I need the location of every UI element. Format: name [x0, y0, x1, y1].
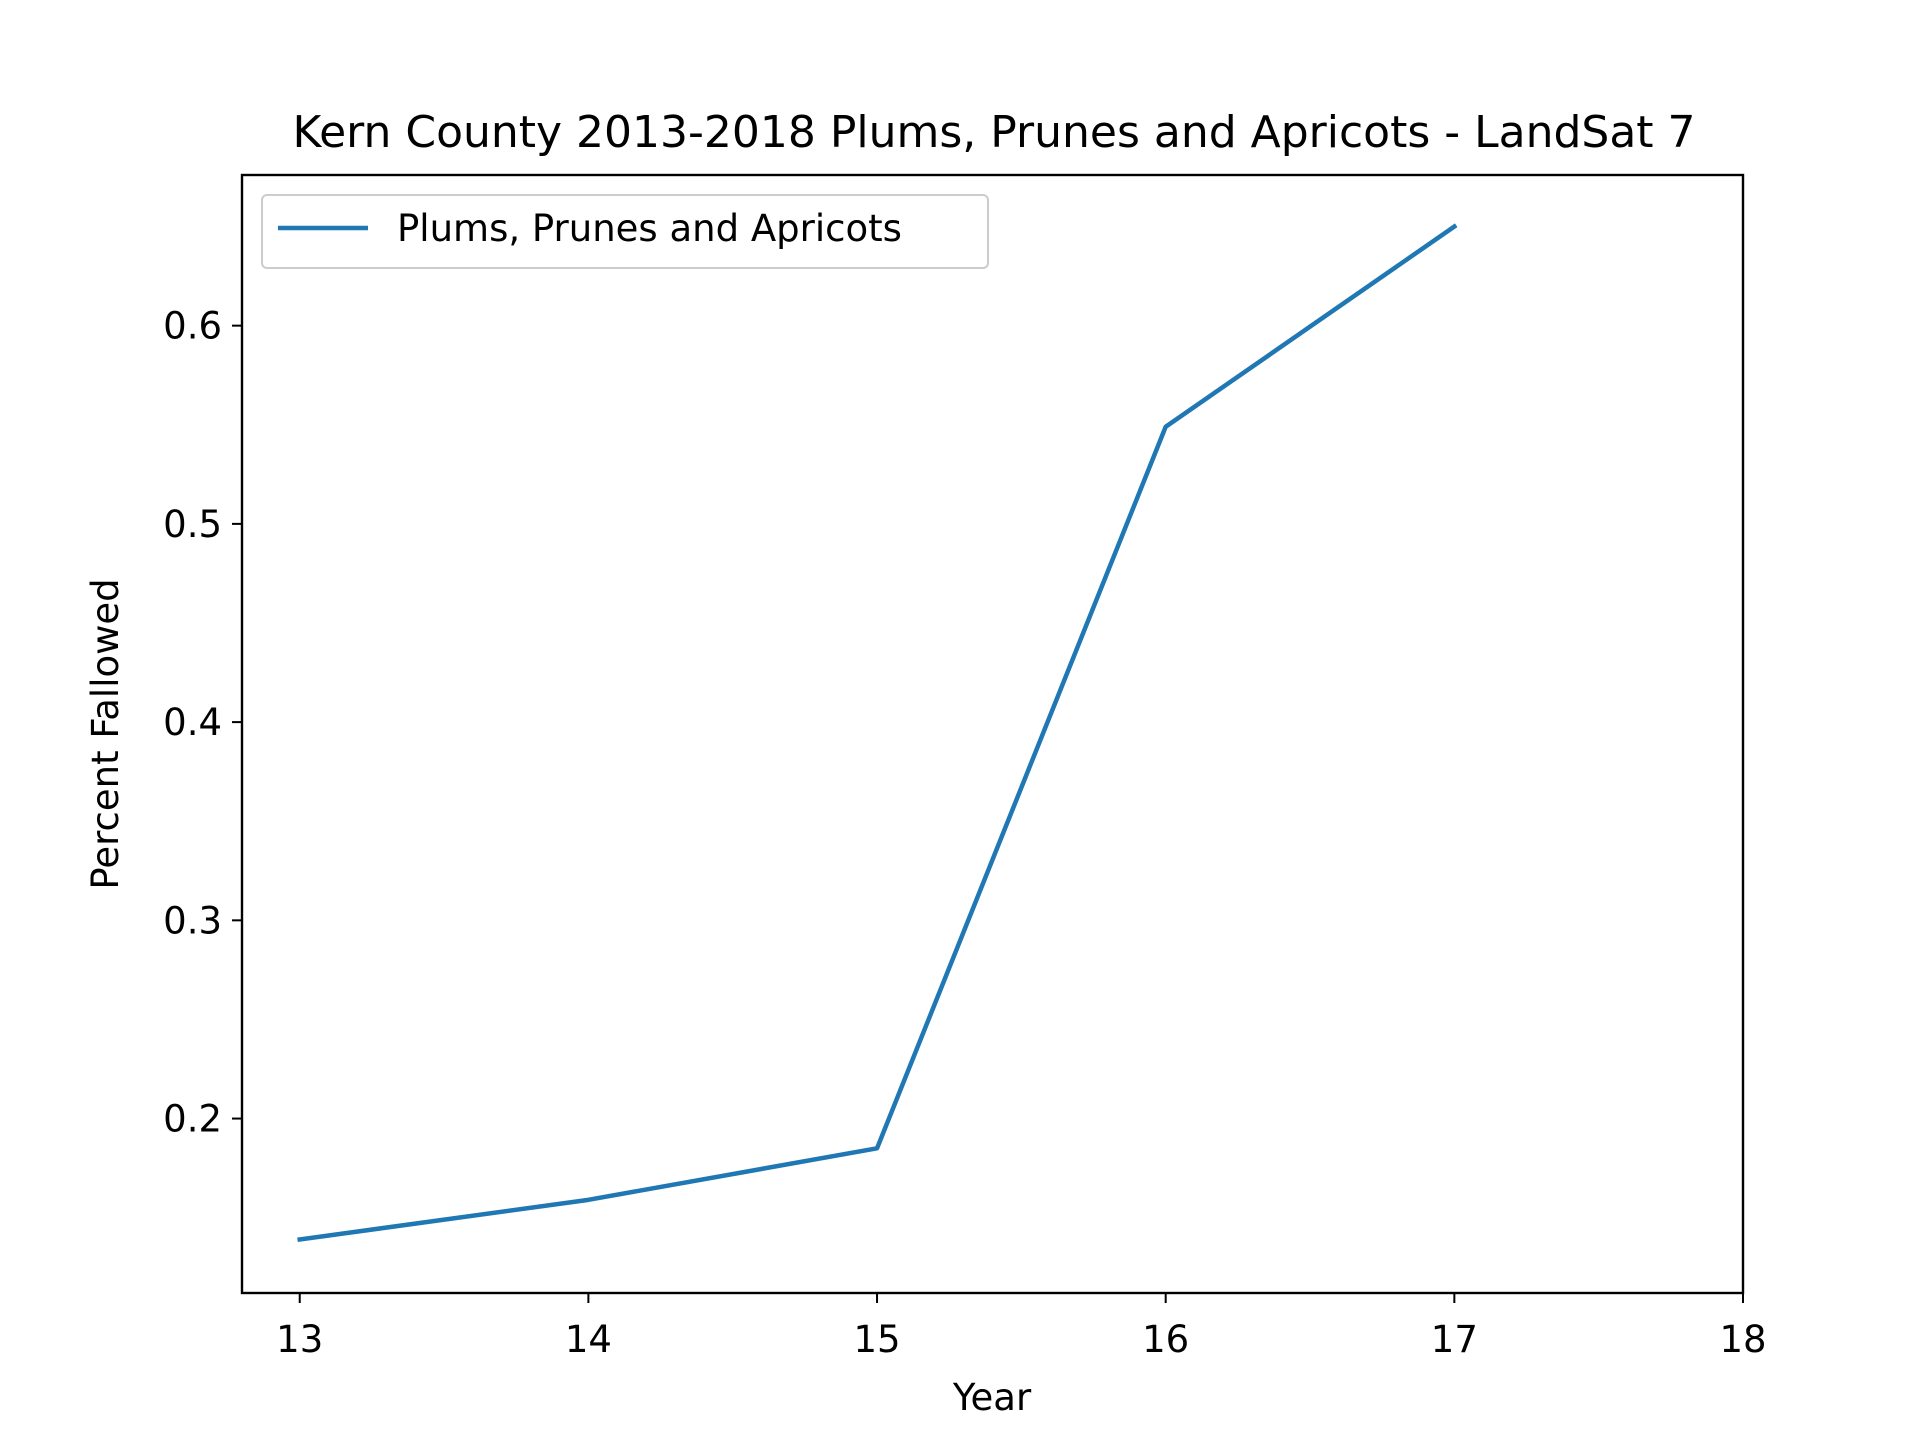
data-point	[875, 1146, 879, 1150]
y-tick-label: 0.4	[163, 701, 222, 744]
x-tick-label: 16	[1142, 1318, 1189, 1361]
x-tick-label: 17	[1431, 1318, 1478, 1361]
x-tick-label: 15	[853, 1318, 900, 1361]
x-tick-label: 18	[1719, 1318, 1766, 1361]
x-axis-label: Year	[952, 1376, 1032, 1419]
series-line	[297, 223, 1458, 1243]
plot-frame	[240, 173, 1745, 1295]
data-point	[1163, 425, 1167, 429]
y-tick-label: 0.5	[163, 503, 222, 546]
legend-box	[261, 194, 989, 269]
data-point	[1452, 224, 1456, 228]
y-axis-ticks: 0.2 0.3 0.4 0.5 0.6	[163, 305, 242, 1141]
plot-area	[242, 175, 1743, 1293]
series-group	[297, 223, 1458, 1243]
chart-title: Kern County 2013-2018 Plums, Prunes and …	[292, 107, 1695, 158]
y-tick-label: 0.3	[163, 899, 222, 942]
x-tick-label: 14	[565, 1318, 612, 1361]
data-point	[586, 1198, 590, 1202]
plot-background	[242, 175, 1743, 1293]
y-tick-label: 0.2	[163, 1098, 222, 1141]
legend-label: Plums, Prunes and Apricots	[397, 207, 902, 250]
data-point	[298, 1237, 302, 1241]
y-tick-label: 0.6	[163, 305, 222, 348]
legend: Plums, Prunes and Apricots	[261, 194, 989, 269]
y-axis-label: Percent Fallowed	[84, 578, 127, 889]
x-axis-ticks: 13 14 15 16 17 18	[276, 1293, 1767, 1361]
x-tick-label: 13	[276, 1318, 323, 1361]
